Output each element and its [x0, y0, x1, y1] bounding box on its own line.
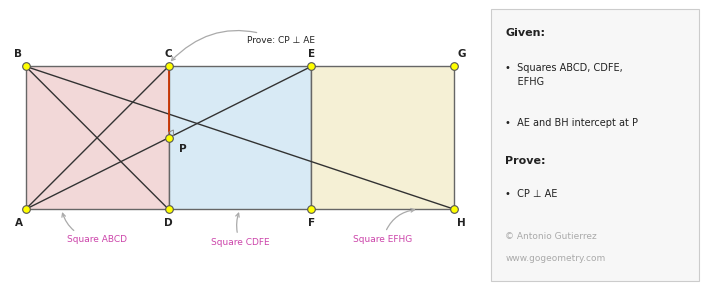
Text: Prove:: Prove: — [505, 156, 546, 166]
Polygon shape — [169, 66, 311, 209]
Text: H: H — [457, 218, 466, 228]
Text: Given:: Given: — [505, 28, 545, 38]
Text: •  CP ⊥ AE: • CP ⊥ AE — [505, 189, 558, 199]
Text: D: D — [164, 218, 173, 228]
Text: •  AE and BH intercept at P: • AE and BH intercept at P — [505, 118, 638, 128]
Text: P: P — [179, 144, 186, 153]
Text: Square CDFE: Square CDFE — [210, 213, 269, 247]
Text: E: E — [308, 49, 315, 59]
Text: B: B — [15, 49, 23, 59]
FancyBboxPatch shape — [491, 9, 699, 281]
Text: C: C — [164, 49, 172, 59]
Text: © Antonio Gutierrez: © Antonio Gutierrez — [505, 232, 597, 241]
Text: www.gogeometry.com: www.gogeometry.com — [505, 254, 606, 263]
Text: •  Squares ABCD, CDFE,
    EFHG: • Squares ABCD, CDFE, EFHG — [505, 63, 623, 87]
Polygon shape — [311, 66, 455, 209]
Text: A: A — [15, 218, 23, 228]
Text: G: G — [457, 49, 466, 59]
Text: Square EFHG: Square EFHG — [353, 208, 414, 244]
Text: Prove: CP ⊥ AE: Prove: CP ⊥ AE — [172, 30, 315, 60]
Polygon shape — [25, 66, 169, 209]
Text: F: F — [308, 218, 315, 228]
Text: Square ABCD: Square ABCD — [62, 213, 127, 244]
